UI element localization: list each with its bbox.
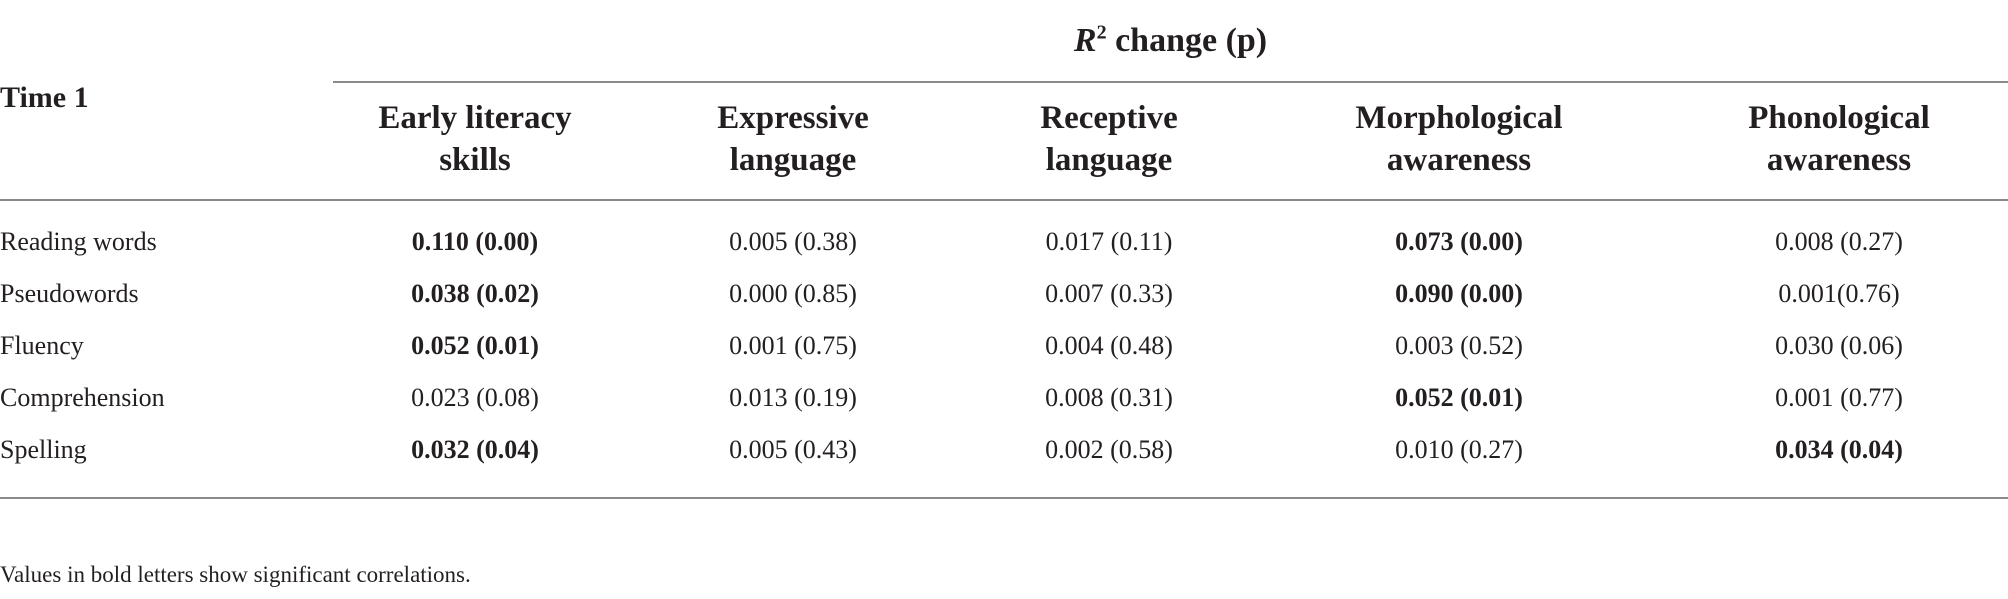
table-cell: 0.008 (0.31) xyxy=(1045,383,1173,412)
column-header-line: awareness xyxy=(1766,142,1912,178)
row-label: Reading words xyxy=(0,227,157,256)
bottom-rule xyxy=(0,497,2008,499)
spanner-r-symbol: R xyxy=(1073,22,1097,59)
row-label: Spelling xyxy=(0,435,87,464)
column-header-receptive-language: Receptive language xyxy=(949,97,1269,181)
table-row: Comprehension 0.023 (0.08) 0.013 (0.19) … xyxy=(0,372,2008,424)
table-cell: 0.005 (0.43) xyxy=(729,435,857,464)
column-header-line: Expressive xyxy=(717,100,869,136)
table-cell: 0.007 (0.33) xyxy=(1045,279,1173,308)
table-cell: 0.052 (0.01) xyxy=(1395,383,1523,412)
table-cell: 0.004 (0.48) xyxy=(1045,331,1173,360)
row-label: Fluency xyxy=(0,331,84,360)
table-row: Spelling 0.032 (0.04) 0.005 (0.43) 0.002… xyxy=(0,424,2008,476)
table-cell: 0.017 (0.11) xyxy=(1045,227,1173,256)
column-header-line: awareness xyxy=(1386,142,1532,178)
row-label: Pseudowords xyxy=(0,279,139,308)
table-row: Fluency 0.052 (0.01) 0.001 (0.75) 0.004 … xyxy=(0,320,2008,372)
table-cell: 0.003 (0.52) xyxy=(1395,331,1523,360)
spanner-text: change (p) xyxy=(1106,22,1268,59)
column-header-line: Receptive xyxy=(1040,100,1178,136)
table-cell: 0.030 (0.06) xyxy=(1775,331,1903,360)
spanner-superscript: 2 xyxy=(1096,21,1107,44)
column-header-line: Phonological xyxy=(1748,100,1930,136)
table-cell: 0.023 (0.08) xyxy=(411,383,539,412)
table-cell: 0.008 (0.27) xyxy=(1775,227,1903,256)
table-cell: 0.001 (0.77) xyxy=(1775,383,1903,412)
stub-header: Time 1 xyxy=(0,81,89,114)
column-header-line: language xyxy=(729,142,857,178)
column-header-line: Early literacy xyxy=(378,100,572,136)
table-cell: 0.005 (0.38) xyxy=(729,227,857,256)
table-cell: 0.110 (0.00) xyxy=(411,227,539,256)
table-cell: 0.013 (0.19) xyxy=(729,383,857,412)
spanner-rule xyxy=(333,81,2008,83)
table-cell: 0.038 (0.02) xyxy=(411,279,539,308)
column-header-expressive-language: Expressive language xyxy=(633,97,953,181)
table-cell: 0.032 (0.04) xyxy=(411,435,539,464)
row-label: Comprehension xyxy=(0,383,165,412)
table-cell: 0.034 (0.04) xyxy=(1775,435,1903,464)
table-cell: 0.073 (0.00) xyxy=(1395,227,1523,256)
column-header-morphological-awareness: Morphological awareness xyxy=(1299,97,1619,181)
table-cell: 0.001(0.76) xyxy=(1778,279,1900,308)
column-header-early-literacy: Early literacy skills xyxy=(315,97,635,181)
column-header-line: language xyxy=(1045,142,1173,178)
column-header-phonological-awareness: Phonological awareness xyxy=(1679,97,1999,181)
table-cell: 0.010 (0.27) xyxy=(1395,435,1523,464)
table-cell: 0.002 (0.58) xyxy=(1045,435,1173,464)
table-cell: 0.052 (0.01) xyxy=(411,331,539,360)
table-cell: 0.090 (0.00) xyxy=(1395,279,1523,308)
column-header-line: skills xyxy=(439,142,511,178)
spanner-header: R2 change (p) xyxy=(0,18,2008,64)
table-cell: 0.000 (0.85) xyxy=(729,279,857,308)
table-cell: 0.001 (0.75) xyxy=(729,331,857,360)
table-footnote: Values in bold letters show significant … xyxy=(0,562,471,587)
table-row: Pseudowords 0.038 (0.02) 0.000 (0.85) 0.… xyxy=(0,268,2008,320)
table-row: Reading words 0.110 (0.00) 0.005 (0.38) … xyxy=(0,216,2008,268)
header-rule xyxy=(0,199,2008,201)
column-header-line: Morphological xyxy=(1355,100,1563,136)
